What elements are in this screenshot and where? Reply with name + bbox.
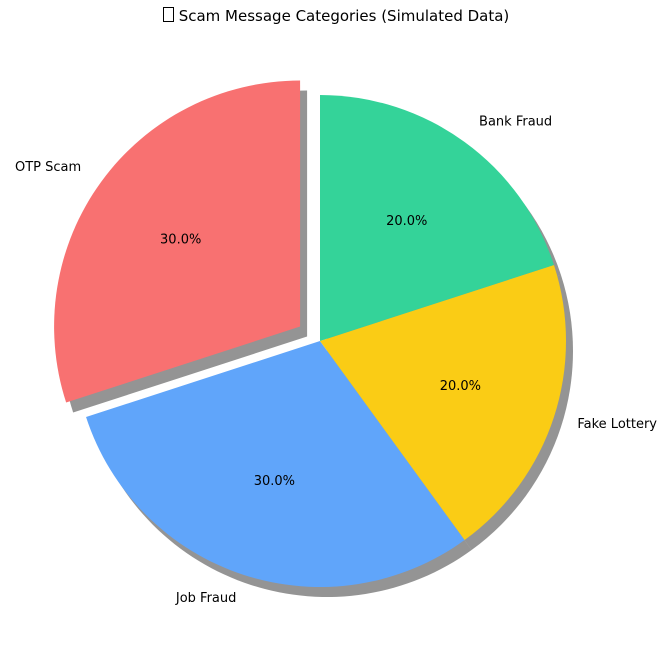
missing-glyph-icon [162, 7, 174, 22]
pie-slice-otp-scam [54, 80, 301, 403]
chart-title-text: Scam Message Categories (Simulated Data) [178, 7, 510, 25]
pie-slice-job-fraud [86, 341, 465, 588]
pie-percent-label-job-fraud: 30.0% [254, 474, 295, 489]
chart-title: Scam Message Categories (Simulated Data) [0, 7, 672, 25]
pie-category-label-fake-lottery: Fake Lottery [577, 417, 657, 432]
pie-percent-label-fake-lottery: 20.0% [440, 379, 481, 394]
pie-slice-fake-lottery [320, 264, 567, 541]
pie-percent-label-bank-fraud: 20.0% [386, 214, 427, 229]
pie-category-label-otp-scam: OTP Scam [15, 160, 81, 175]
pie-slice-bank-fraud [320, 95, 554, 341]
pie-percent-label-otp-scam: 30.0% [160, 232, 201, 247]
pie-category-label-bank-fraud: Bank Fraud [479, 115, 552, 130]
pie-category-label-job-fraud: Job Fraud [175, 591, 237, 606]
